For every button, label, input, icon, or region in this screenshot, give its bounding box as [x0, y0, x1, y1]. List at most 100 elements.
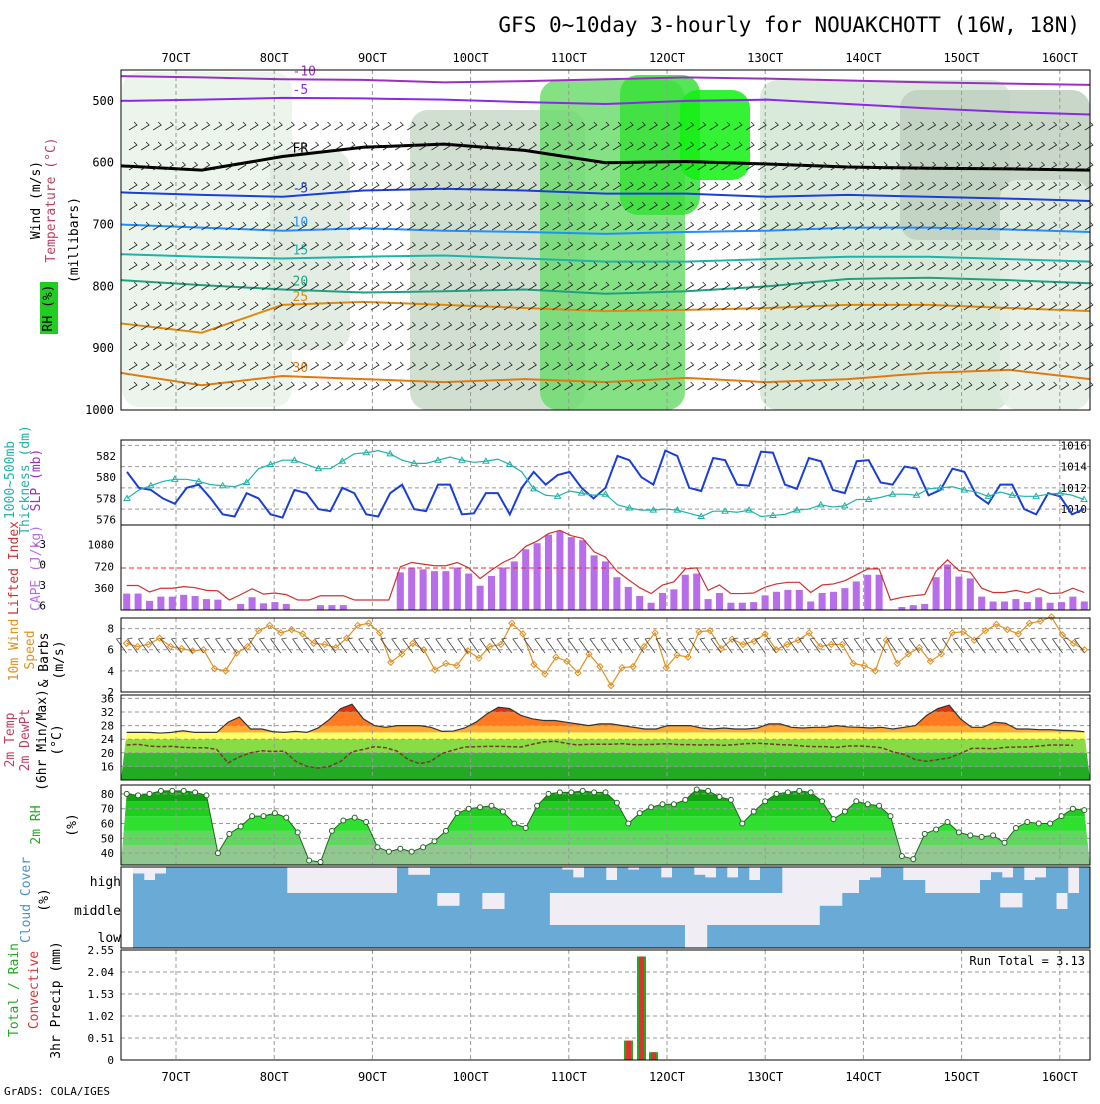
cloud-cell — [876, 925, 888, 948]
wind-barb — [673, 141, 683, 151]
wind-barb — [576, 181, 586, 191]
wind-barb — [830, 141, 840, 151]
wind-barb — [733, 121, 743, 131]
wind-barb — [491, 121, 501, 131]
panels: 5006007008009001000-10-5FR-51015202530(m… — [3, 64, 1094, 1067]
wind-barb — [298, 281, 308, 291]
wind-barb — [685, 341, 695, 351]
wind-barb — [419, 281, 429, 291]
wind-barb — [358, 201, 368, 211]
wind-barb — [939, 201, 949, 211]
time-tick-label: 8OCT — [260, 1070, 289, 1084]
wind-speed-point — [497, 640, 505, 649]
wind-barb — [854, 381, 864, 391]
wind-barb — [685, 381, 695, 391]
cape-bar — [396, 572, 404, 610]
wind-barb — [1084, 221, 1094, 231]
cloud-cell — [853, 925, 866, 948]
wind-barb — [1084, 181, 1094, 191]
wind-barb — [588, 281, 598, 291]
wind-barb — [322, 321, 332, 331]
thickness-point — [960, 485, 969, 493]
wind-barb — [564, 121, 574, 131]
wind-barb — [891, 181, 900, 191]
wind-barb — [1072, 181, 1082, 191]
wind-barb — [951, 121, 961, 131]
wind-barb — [540, 161, 550, 171]
rh-point — [613, 799, 620, 806]
cloud-cell — [507, 867, 519, 893]
time-tick-label: 12OCT — [649, 1070, 685, 1084]
wind-barb — [903, 341, 913, 351]
wind-barb — [286, 281, 295, 291]
cloud-cell — [870, 877, 882, 893]
axis-label-text: 10m Wind — [7, 619, 22, 682]
thickness-point — [601, 490, 610, 497]
wind-barb — [770, 361, 779, 371]
wind-barb — [999, 381, 1009, 391]
wind-barb — [1048, 121, 1058, 131]
wind-barb — [419, 301, 429, 311]
wind-barb — [721, 181, 731, 191]
axis-label: 10m Wind — [7, 619, 22, 682]
wind-barb — [600, 321, 610, 331]
wind-barb — [624, 341, 634, 351]
slp-tick-label: 1014 — [1061, 461, 1088, 474]
li-tick-label: 3 — [39, 579, 46, 592]
cloud-cell — [232, 867, 244, 893]
wind-barb — [419, 381, 429, 391]
rh-tick-label: 80 — [101, 788, 114, 801]
wind-barb — [322, 161, 332, 171]
wind-barb — [673, 161, 683, 171]
cape-bar — [510, 561, 518, 610]
dewpoint-line — [126, 740, 1074, 769]
rh-point — [499, 808, 506, 815]
wind-barb — [612, 181, 622, 191]
contour-label: -10 — [293, 64, 316, 79]
wind-barb — [864, 637, 876, 654]
temp-tick-label: 24 — [101, 733, 115, 746]
wind-barb — [798, 637, 810, 654]
wind-barb — [237, 161, 247, 171]
wind-barb — [661, 361, 671, 371]
wind-barb — [249, 301, 259, 311]
wind-barb — [189, 381, 199, 391]
thickness-point — [769, 511, 777, 518]
cloud-cell — [991, 872, 1003, 893]
wind-barb — [540, 221, 550, 231]
wind-barb — [394, 161, 404, 171]
wind-barb — [261, 221, 271, 231]
wind-barb — [237, 201, 247, 211]
wind-speed-point — [739, 640, 747, 649]
wind-barb — [556, 637, 568, 654]
cloud-cell — [324, 925, 336, 948]
wind-barb — [588, 141, 598, 151]
wind-barb — [842, 361, 852, 371]
wind-barb — [636, 241, 646, 251]
wind-barb — [891, 261, 900, 271]
wind-barb — [479, 181, 489, 191]
rh-point — [283, 814, 290, 821]
wind-barb — [927, 261, 937, 271]
wind-barb — [491, 341, 501, 351]
rh-point — [123, 790, 130, 797]
wind-barb — [286, 121, 295, 131]
wind-barb — [939, 381, 949, 391]
wind-speed-point — [166, 642, 175, 651]
wind-barb — [564, 341, 574, 351]
wind-barb — [685, 121, 695, 131]
rh-point — [1024, 819, 1031, 826]
wind-barb — [1072, 141, 1082, 151]
wind-barb — [600, 201, 610, 211]
cloud-cell — [966, 893, 978, 925]
wind-barb — [999, 121, 1009, 131]
temp-band — [121, 739, 1090, 753]
cloud-cell — [831, 905, 843, 925]
pressure-tick-label: 500 — [92, 94, 114, 108]
cloud-cell — [694, 874, 706, 893]
wind-barb — [152, 381, 162, 391]
wind-barb — [407, 181, 416, 191]
wind-barb — [322, 221, 332, 231]
wind-barb — [745, 381, 755, 391]
cloud-cell — [265, 867, 277, 893]
